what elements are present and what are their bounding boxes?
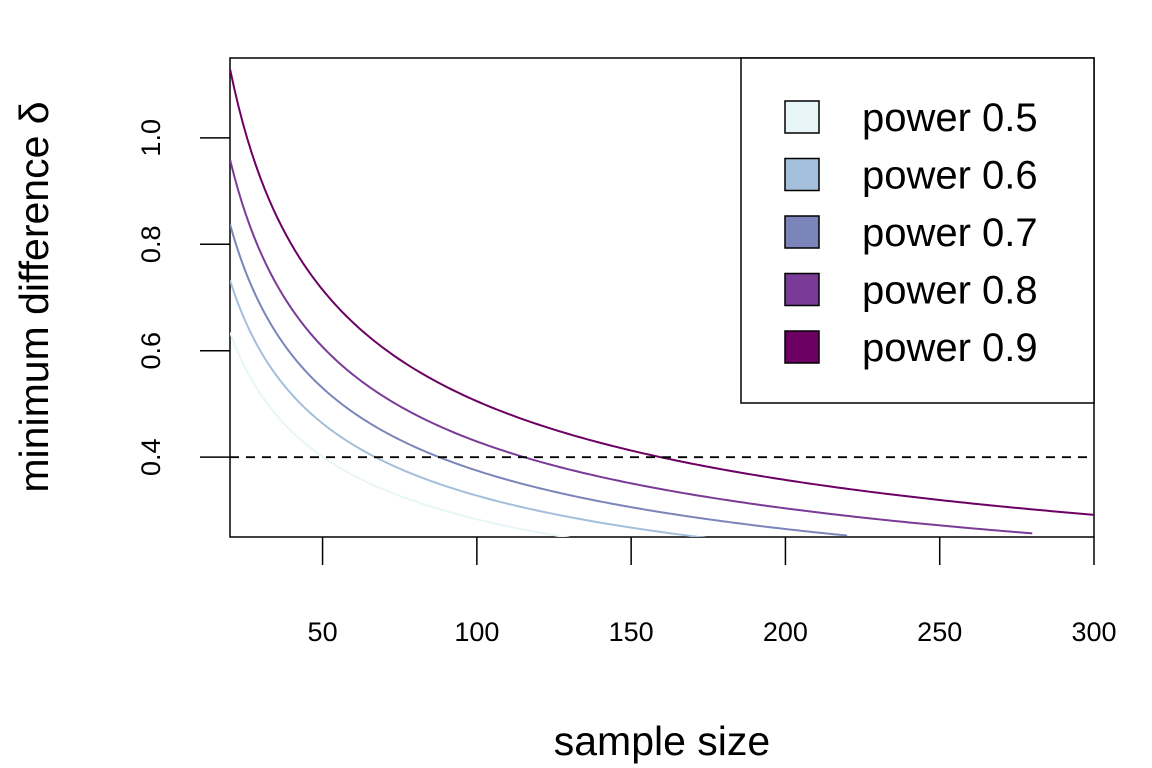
legend-label-power-0.6: power 0.6 [862, 154, 1038, 198]
x-tick-label-200: 200 [763, 617, 808, 647]
legend-swatch-power-0.9 [784, 330, 820, 364]
legend-label-power-0.8: power 0.8 [862, 269, 1038, 313]
y-axis-title: minimum difference δ [11, 101, 57, 492]
legend-label-power-0.7: power 0.7 [862, 211, 1038, 255]
series-line-power-0.7 [230, 223, 848, 537]
y-tick-label-1: 1.0 [136, 119, 166, 157]
legend-label-power-0.9: power 0.9 [862, 326, 1038, 370]
series-line-power-0.6 [230, 279, 707, 537]
legend-swatch-power-0.8 [784, 272, 820, 307]
legend-label-power-0.5: power 0.5 [862, 96, 1038, 140]
legend-swatch-power-0.6 [784, 157, 820, 192]
x-tick-label-100: 100 [454, 617, 499, 647]
legend-swatch-power-0.7 [784, 215, 820, 249]
series-line-power-0.5 [230, 332, 571, 537]
y-tick-label-0.4: 0.4 [136, 438, 166, 476]
y-tick-label-0.8: 0.8 [136, 226, 166, 264]
y-axis: 0.4 0.6 0.8 1.0 [136, 119, 230, 476]
x-tick-label-250: 250 [917, 617, 962, 647]
y-tick-label-0.6: 0.6 [136, 332, 166, 370]
legend: power 0.5 power 0.6 power 0.7 power 0.8 powe… [784, 96, 1038, 370]
x-axis: 50 100 150 200 250 300 [308, 537, 1117, 647]
series-line-power-0.8 [230, 159, 1033, 535]
x-tick-label-300: 300 [1071, 617, 1116, 647]
x-axis-title: sample size [554, 718, 770, 764]
x-tick-label-50: 50 [308, 617, 338, 647]
x-tick-label-150: 150 [609, 617, 654, 647]
legend-swatch-power-0.5 [784, 100, 820, 134]
